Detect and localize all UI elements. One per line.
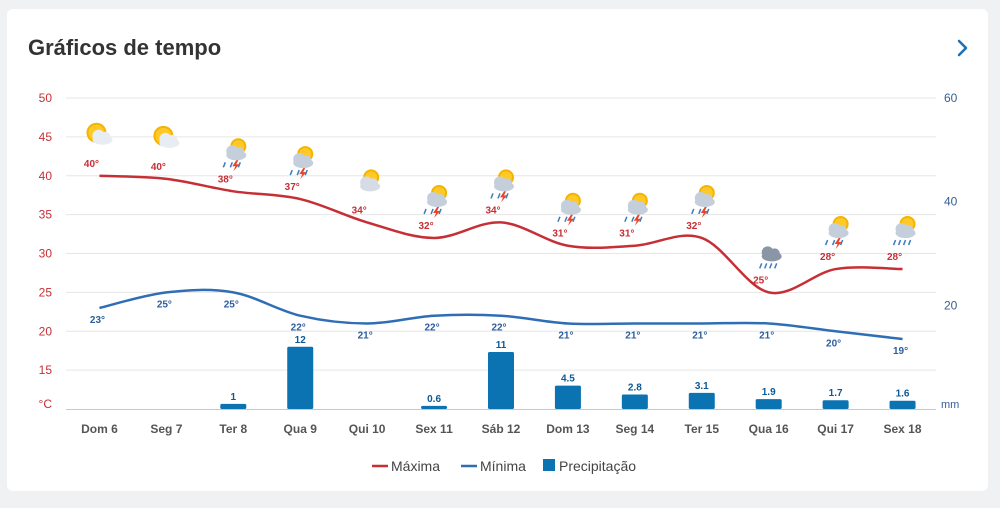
weather-charts-card: Gráficos de tempo bbox=[7, 9, 988, 491]
x-tick-label: Seg 7 bbox=[150, 422, 182, 436]
max-data-label: 37° bbox=[285, 182, 300, 193]
max-data-label: 31° bbox=[552, 229, 567, 240]
max-data-label: 28° bbox=[820, 252, 835, 263]
precip-data-label: 0.6 bbox=[427, 394, 441, 405]
max-data-label: 40° bbox=[151, 162, 166, 173]
precip-data-label: 12 bbox=[295, 335, 307, 346]
y-left-tick-label: 15 bbox=[39, 363, 53, 377]
chevron-right-icon[interactable] bbox=[953, 36, 973, 60]
storm-sun-icon bbox=[423, 184, 448, 218]
storm-sun-icon bbox=[624, 192, 648, 226]
y-right-tick-label: 60 bbox=[944, 91, 958, 105]
x-tick-label: Dom 13 bbox=[546, 422, 590, 436]
min-data-label: 23° bbox=[90, 315, 105, 326]
x-tick-label: Qua 9 bbox=[284, 422, 318, 436]
precip-bar bbox=[688, 392, 715, 409]
y-left-tick-label: 30 bbox=[39, 247, 53, 261]
precip-data-label: 11 bbox=[496, 340, 507, 351]
precip-data-label: 1.6 bbox=[896, 389, 910, 400]
y-right-tick-label: 40 bbox=[944, 195, 958, 209]
x-tick-label: Sáb 12 bbox=[482, 422, 521, 436]
min-data-label: 25° bbox=[224, 299, 239, 310]
rain-sun-icon bbox=[892, 216, 916, 246]
max-data-label: 34° bbox=[485, 205, 500, 216]
precip-bar bbox=[889, 400, 916, 409]
x-tick-label: Ter 15 bbox=[685, 422, 720, 436]
precip-bar bbox=[755, 399, 782, 409]
max-data-label: 34° bbox=[352, 205, 367, 216]
precip-data-label: 2.8 bbox=[628, 382, 642, 393]
min-data-label: 25° bbox=[157, 299, 172, 310]
y-right-tick-label: 20 bbox=[944, 298, 958, 312]
sun-cloud-icon bbox=[153, 125, 180, 148]
x-tick-label: Ter 8 bbox=[219, 422, 247, 436]
min-data-label: 21° bbox=[558, 330, 573, 341]
precip-bar bbox=[421, 405, 448, 409]
y-left-tick-label: 25 bbox=[39, 285, 53, 299]
y-left-tick-label: 40 bbox=[39, 169, 53, 183]
max-data-label: 25° bbox=[753, 275, 768, 286]
y-left-tick-label: 35 bbox=[39, 208, 53, 222]
max-data-label: 31° bbox=[619, 229, 634, 240]
min-data-label: 22° bbox=[491, 323, 506, 334]
y-left-unit-label: °C bbox=[39, 397, 53, 411]
y-left-tick-label: 50 bbox=[39, 91, 53, 105]
max-data-label: 28° bbox=[887, 252, 902, 263]
legend-precip-swatch bbox=[543, 459, 555, 471]
storm-sun-icon bbox=[557, 192, 581, 226]
precip-bar bbox=[621, 394, 648, 409]
y-left-tick-label: 20 bbox=[39, 324, 53, 338]
max-data-label: 40° bbox=[84, 159, 99, 170]
legend-max-label: Máxima bbox=[391, 458, 440, 474]
y-left-tick-label: 45 bbox=[39, 130, 53, 144]
x-tick-label: Sex 18 bbox=[884, 422, 922, 436]
min-data-label: 21° bbox=[625, 330, 640, 341]
x-tick-label: Qui 17 bbox=[817, 422, 854, 436]
min-data-label: 21° bbox=[358, 330, 373, 341]
x-tick-label: Sex 11 bbox=[415, 422, 453, 436]
min-data-label: 21° bbox=[692, 330, 707, 341]
precip-bar bbox=[488, 351, 514, 409]
precip-data-label: 1 bbox=[231, 392, 237, 403]
y-right-unit-label: mm bbox=[941, 399, 959, 411]
precip-bar bbox=[220, 403, 247, 409]
precip-bar bbox=[822, 400, 849, 409]
precip-bar bbox=[287, 346, 314, 409]
max-temp-line bbox=[99, 174, 903, 295]
precip-bar bbox=[554, 385, 581, 409]
min-data-label: 21° bbox=[759, 330, 774, 341]
min-temp-line bbox=[99, 288, 903, 341]
cloud-sun-icon bbox=[360, 169, 381, 192]
max-data-label: 38° bbox=[218, 174, 233, 185]
precip-data-label: 4.5 bbox=[561, 374, 575, 385]
legend-min-label: Mínima bbox=[480, 458, 526, 474]
sun-cloud-icon bbox=[86, 122, 113, 145]
x-tick-label: Qua 16 bbox=[749, 422, 789, 436]
x-tick-label: Dom 6 bbox=[81, 422, 118, 436]
precip-data-label: 3.1 bbox=[695, 381, 709, 392]
min-data-label: 20° bbox=[826, 338, 841, 349]
storm-sun-icon bbox=[222, 138, 247, 172]
storm-sun-icon bbox=[691, 184, 715, 218]
x-tick-label: Seg 14 bbox=[615, 422, 654, 436]
min-data-label: 22° bbox=[291, 323, 306, 334]
x-tick-label: Qui 10 bbox=[349, 422, 386, 436]
rain-cloud-icon bbox=[758, 246, 782, 269]
legend-precip-label: Precipitação bbox=[559, 458, 636, 474]
max-data-label: 32° bbox=[686, 221, 701, 232]
storm-sun-icon bbox=[490, 169, 514, 203]
max-data-label: 32° bbox=[419, 221, 434, 232]
storm-sun-icon bbox=[824, 216, 849, 250]
min-data-label: 22° bbox=[425, 323, 440, 334]
storm-sun-icon bbox=[289, 146, 314, 180]
page-title: Gráficos de tempo bbox=[28, 35, 222, 60]
precip-data-label: 1.7 bbox=[829, 388, 843, 399]
precip-data-label: 1.9 bbox=[762, 387, 776, 398]
min-data-label: 19° bbox=[893, 346, 908, 357]
